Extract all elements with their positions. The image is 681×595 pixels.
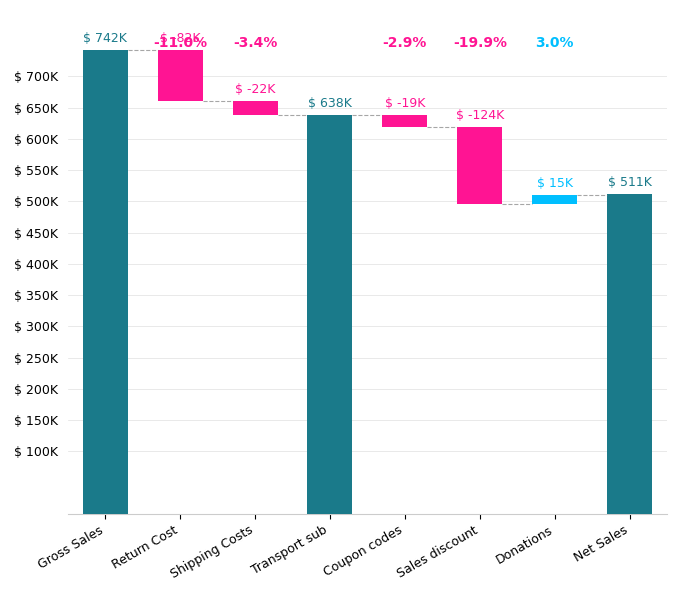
Text: 3.0%: 3.0%	[535, 36, 574, 51]
Bar	[308, 115, 353, 513]
Text: $ 742K: $ 742K	[83, 32, 127, 45]
Text: $ -124K: $ -124K	[456, 109, 504, 122]
Text: $ -19K: $ -19K	[385, 97, 425, 110]
Bar	[233, 101, 278, 115]
Text: -3.4%: -3.4%	[233, 36, 277, 51]
Bar	[82, 50, 127, 513]
Bar	[458, 127, 503, 205]
Text: $ 638K: $ 638K	[308, 97, 352, 110]
Text: -19.9%: -19.9%	[453, 36, 507, 51]
Text: $ -22K: $ -22K	[235, 83, 275, 96]
Text: $ 15K: $ 15K	[537, 177, 573, 190]
Text: $ -82K: $ -82K	[160, 32, 200, 45]
Text: -2.9%: -2.9%	[383, 36, 427, 51]
Text: -11.0%: -11.0%	[153, 36, 207, 51]
Bar	[607, 195, 652, 513]
Text: $ 511K: $ 511K	[607, 177, 652, 189]
Bar	[157, 50, 202, 101]
Bar	[533, 195, 577, 205]
Bar	[383, 115, 428, 127]
